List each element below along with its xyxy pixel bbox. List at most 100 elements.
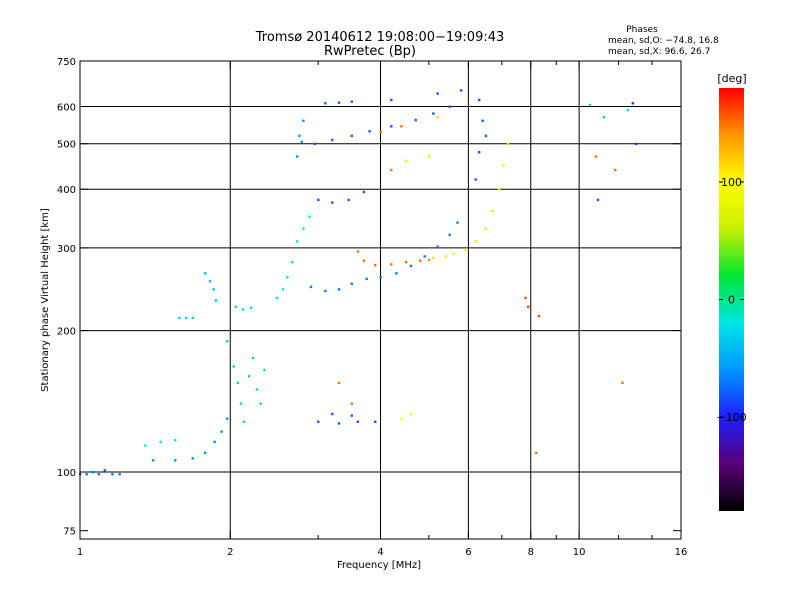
data-point	[174, 459, 177, 462]
data-point	[448, 233, 451, 237]
data-point	[286, 276, 289, 279]
data-point	[234, 305, 237, 308]
data-point	[309, 285, 313, 289]
data-point	[379, 130, 382, 134]
data-point	[97, 473, 101, 476]
data-point	[331, 412, 334, 416]
data-point	[405, 261, 408, 264]
data-point	[400, 125, 403, 128]
stats-line-o: mean, sd,O: −74.8, 16.8	[608, 36, 719, 46]
data-point	[232, 365, 235, 368]
y-axis-label: Stationary phase Virtual Height [km]	[40, 208, 51, 392]
data-point	[220, 430, 223, 433]
data-point	[390, 263, 393, 266]
y-tick-label: 600	[57, 103, 76, 114]
data-point	[356, 420, 360, 423]
colorbar-tick-label: −100	[716, 411, 746, 424]
data-point	[362, 190, 365, 194]
y-tick-label: 400	[57, 185, 76, 196]
data-point	[178, 316, 181, 320]
x-tick-label: 2	[227, 547, 233, 558]
data-point	[259, 402, 262, 405]
data-point	[103, 469, 106, 472]
data-point	[588, 103, 592, 107]
data-point	[395, 272, 398, 275]
data-point	[474, 178, 477, 181]
data-point	[506, 142, 510, 146]
x-tick-label: 1	[77, 547, 83, 558]
data-point	[400, 417, 403, 420]
data-point	[226, 340, 229, 343]
data-point	[347, 198, 350, 202]
data-point	[350, 100, 353, 103]
y-tick-label: 75	[63, 527, 76, 538]
data-points	[79, 89, 638, 476]
data-point	[337, 381, 341, 384]
data-point	[491, 209, 494, 213]
data-point	[317, 198, 320, 202]
data-point	[423, 255, 426, 258]
data-point	[614, 168, 617, 172]
data-point	[241, 308, 245, 311]
data-point	[537, 314, 541, 318]
data-point	[390, 125, 393, 128]
data-point	[368, 130, 371, 133]
data-point	[214, 299, 218, 302]
colorbar-ticks: 100 0 −100	[716, 176, 746, 424]
data-point	[409, 264, 413, 268]
data-point	[463, 248, 467, 251]
data-point	[502, 164, 505, 167]
data-point	[436, 245, 439, 248]
data-point	[460, 89, 463, 92]
data-point	[356, 250, 360, 253]
y-tick-label: 200	[57, 327, 76, 338]
data-point	[212, 288, 215, 291]
data-point	[255, 388, 259, 391]
data-point	[474, 240, 477, 243]
data-point	[427, 155, 431, 158]
data-point	[298, 134, 301, 138]
data-point	[291, 261, 294, 264]
data-point	[263, 368, 266, 372]
data-point	[159, 440, 162, 444]
x-tick-label: 16	[675, 547, 688, 558]
data-point	[337, 422, 341, 425]
data-point	[91, 471, 94, 474]
data-point	[481, 119, 484, 122]
data-point	[478, 98, 481, 102]
chart-title: Tromsø 20140612 19:08:00−19:09:43	[255, 30, 505, 45]
data-point	[251, 356, 255, 360]
data-point	[350, 414, 353, 417]
data-point	[621, 381, 624, 384]
data-point	[350, 282, 353, 285]
data-point	[174, 439, 177, 442]
colorbar-tick-label: 100	[721, 176, 742, 189]
data-point	[204, 272, 207, 275]
data-point	[602, 116, 606, 119]
data-point	[478, 151, 481, 154]
data-point	[626, 108, 629, 112]
data-point	[275, 296, 279, 300]
data-point	[524, 296, 527, 300]
data-point	[208, 280, 212, 283]
x-tick-label: 4	[377, 547, 383, 558]
data-point	[527, 305, 530, 308]
data-point	[85, 473, 88, 476]
data-point	[452, 252, 455, 255]
data-point	[300, 140, 303, 144]
data-point	[390, 98, 393, 102]
data-point	[295, 155, 299, 158]
data-point	[596, 198, 600, 202]
data-point	[324, 102, 327, 105]
stats-line-x: mean, sd,X: 96.6, 26.7	[608, 47, 710, 57]
data-point	[204, 451, 207, 454]
chart-subtitle: RwPretec (Bp)	[324, 44, 416, 59]
axis-ticks: 1 2 4 6 8 10 16 75 100 200 300 400 500 600 750	[57, 57, 687, 558]
x-tick-label: 6	[465, 547, 471, 558]
data-point	[448, 105, 451, 108]
data-point	[635, 142, 638, 146]
data-point	[191, 457, 194, 460]
data-point	[111, 473, 114, 476]
y-tick-label: 100	[57, 468, 76, 479]
